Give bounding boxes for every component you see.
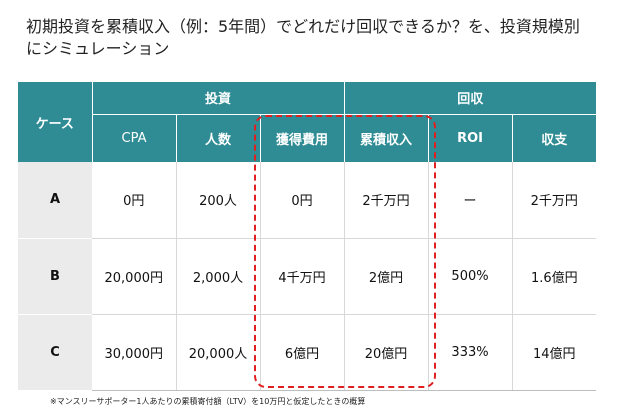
cell-cpa: 20,000円 <box>92 238 177 315</box>
cell-balance: 2千万円 <box>512 162 597 239</box>
simulation-table: ケース 投資 回収 CPA 人数 獲得費用 累積収入 ROI 収支 A 0円 2… <box>18 82 597 391</box>
title-line-1: 初期投資を累積収入（例：5年間）でどれだけ回収できるか？を、投資規模別 <box>26 17 580 36</box>
column-header-roi: ROI <box>428 114 513 162</box>
cell-roi: 500% <box>428 238 513 315</box>
table-row: A 0円 200人 0円 2千万円 ー 2千万円 <box>18 162 597 239</box>
case-label: B <box>18 238 92 315</box>
footnote: ※マンスリーサポーター1人あたりの累積寄付額（LTV）を10万円と仮定したときの… <box>50 397 366 406</box>
case-label: C <box>18 314 92 391</box>
cell-cumulative-revenue: 2億円 <box>344 238 429 315</box>
table-row: B 20,000円 2,000人 4千万円 2億円 500% 1.6億円 <box>18 238 597 315</box>
cell-people: 2,000人 <box>176 238 261 315</box>
column-header-cpa: CPA <box>92 114 177 162</box>
cell-cumulative-revenue: 2千万円 <box>344 162 429 239</box>
investment-group-header: 投資 <box>92 82 345 115</box>
cell-roi: ー <box>428 162 513 239</box>
cell-balance: 14億円 <box>512 314 597 391</box>
column-header-cumulative-revenue: 累積収入 <box>344 114 429 162</box>
column-header-acquisition-cost: 獲得費用 <box>260 114 345 162</box>
cell-people: 20,000人 <box>176 314 261 391</box>
cell-acquisition-cost: 4千万円 <box>260 238 345 315</box>
cell-acquisition-cost: 6億円 <box>260 314 345 391</box>
case-column-header: ケース <box>18 82 93 162</box>
cell-cumulative-revenue: 20億円 <box>344 314 429 391</box>
column-header-balance: 収支 <box>512 114 597 162</box>
table-row: C 30,000円 20,000人 6億円 20億円 333% 14億円 <box>18 314 597 391</box>
cell-cpa: 0円 <box>92 162 177 239</box>
page-title: 初期投資を累積収入（例：5年間）でどれだけ回収できるか？を、投資規模別 にシミュ… <box>26 16 606 60</box>
title-line-2: にシミュレーション <box>26 39 170 58</box>
cell-people: 200人 <box>176 162 261 239</box>
cell-acquisition-cost: 0円 <box>260 162 345 239</box>
column-header-people: 人数 <box>176 114 261 162</box>
case-label: A <box>18 162 92 239</box>
cell-balance: 1.6億円 <box>512 238 597 315</box>
return-group-header: 回収 <box>344 82 597 115</box>
cell-roi: 333% <box>428 314 513 391</box>
cell-cpa: 30,000円 <box>92 314 177 391</box>
